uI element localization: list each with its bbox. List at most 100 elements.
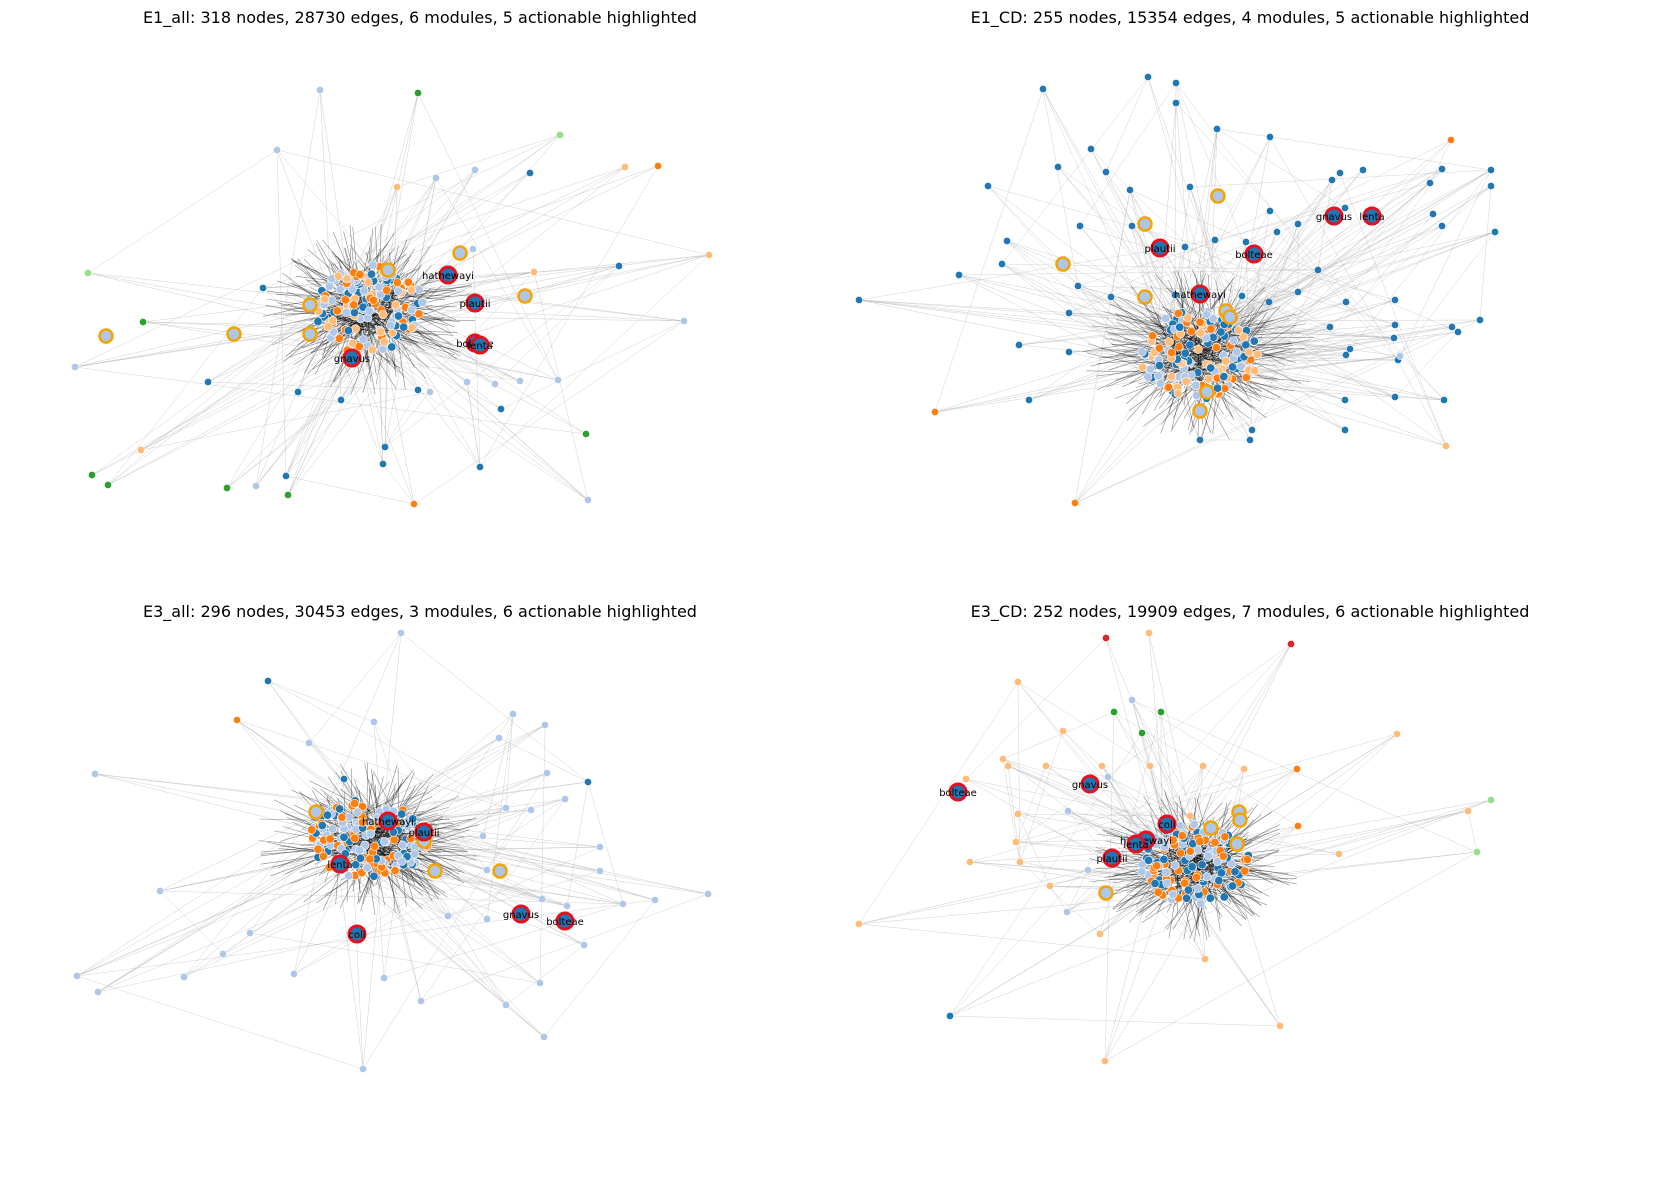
node [1199, 762, 1207, 770]
node [406, 834, 416, 844]
edge [1241, 295, 1399, 361]
edge [396, 330, 466, 349]
edge [1001, 263, 1319, 271]
edge [384, 389, 419, 448]
edge [405, 772, 548, 818]
edge [1017, 681, 1184, 892]
edge [377, 264, 432, 329]
node [1359, 166, 1367, 174]
edge [333, 859, 545, 1038]
edge [142, 321, 339, 327]
edge [1077, 285, 1157, 390]
node [1341, 426, 1349, 434]
edge [1042, 88, 1188, 361]
node [318, 851, 328, 861]
edge [352, 825, 460, 842]
edge [486, 713, 514, 920]
node [1221, 356, 1231, 366]
edge [76, 859, 375, 977]
node [502, 804, 510, 812]
edge [1179, 643, 1292, 840]
node [378, 310, 388, 320]
node [91, 770, 99, 778]
node [381, 443, 389, 451]
edge [1399, 231, 1496, 357]
highlighted-node [1102, 848, 1122, 868]
edge [76, 899, 656, 977]
edge [1183, 878, 1244, 907]
edge [370, 166, 626, 289]
edge [383, 903, 624, 979]
edge [1114, 374, 1179, 399]
edge [140, 318, 351, 451]
edge [1204, 859, 1247, 921]
node [962, 775, 970, 783]
edge [1238, 382, 1445, 401]
node [370, 841, 380, 851]
node [563, 902, 571, 910]
node [1440, 396, 1448, 404]
node [1197, 860, 1207, 870]
node [1128, 696, 1136, 704]
edge [392, 284, 473, 301]
edge [1042, 88, 1079, 287]
node [282, 472, 290, 480]
edge [1236, 370, 1346, 401]
node [1448, 323, 1456, 331]
node [516, 377, 524, 385]
hub-node [1137, 216, 1153, 232]
node [351, 860, 361, 870]
edge [1105, 637, 1207, 878]
edge [87, 272, 391, 344]
node [233, 716, 241, 724]
edge [1096, 350, 1181, 391]
edge [934, 363, 1163, 413]
edge [276, 149, 710, 256]
edge [1183, 231, 1496, 325]
node [1054, 163, 1062, 171]
edge [1153, 207, 1346, 370]
edge [987, 185, 1396, 301]
node [1164, 382, 1174, 392]
edge [1115, 313, 1202, 343]
edge [417, 271, 535, 391]
edge [287, 315, 355, 496]
edge [396, 134, 561, 188]
node [1202, 872, 1212, 882]
node [1211, 343, 1221, 353]
edge [384, 265, 620, 448]
panel-title: E1_all: 318 nodes, 28730 edges, 6 module… [143, 8, 697, 27]
edge [1160, 360, 1171, 396]
edge [1189, 876, 1217, 940]
node [1191, 380, 1201, 390]
node [1025, 396, 1033, 404]
edge [1077, 285, 1299, 293]
node [1193, 883, 1203, 893]
edge [1018, 323, 1229, 346]
edge [236, 719, 507, 809]
edge [1129, 189, 1160, 321]
node [426, 388, 434, 396]
edge [293, 869, 488, 975]
node [335, 284, 345, 294]
edge [1175, 102, 1445, 401]
node [333, 271, 343, 281]
edge [587, 781, 624, 905]
edge [1077, 168, 1443, 287]
node [1491, 228, 1499, 236]
edge [1172, 357, 1202, 419]
edge [1104, 871, 1173, 1062]
node [1213, 125, 1221, 133]
node [294, 388, 302, 396]
node [1159, 854, 1169, 864]
edge [1216, 128, 1492, 171]
node-label: bolteae [546, 917, 584, 928]
node [366, 269, 376, 279]
node [1336, 169, 1344, 177]
node [469, 245, 477, 253]
node [339, 832, 349, 842]
edge [359, 817, 507, 1006]
edge [1201, 822, 1231, 851]
node [390, 866, 400, 876]
edge [1172, 317, 1290, 357]
